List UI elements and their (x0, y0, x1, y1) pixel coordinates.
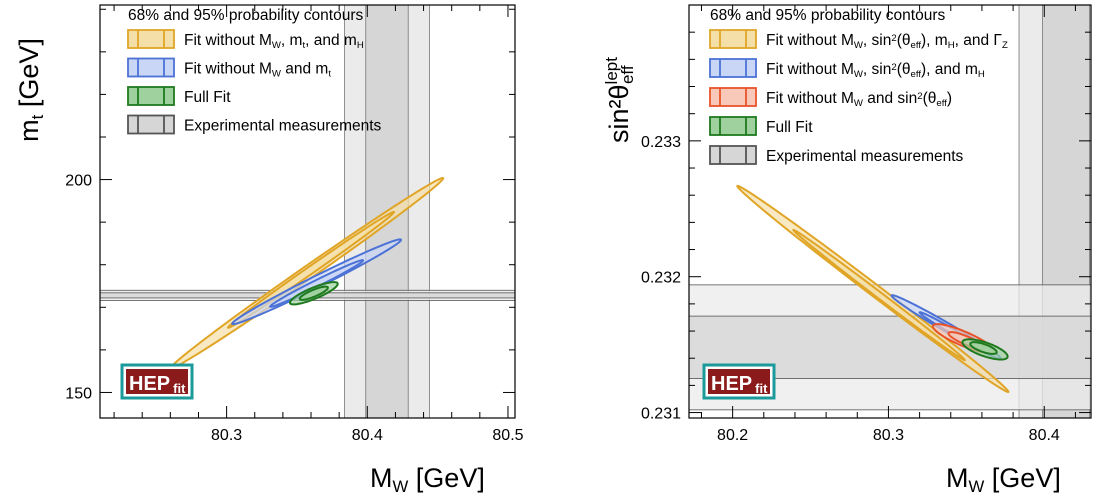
legend-swatch (709, 145, 757, 165)
legend-item-green: Full Fit (127, 86, 231, 106)
legend-item-grey: Experimental measurements (127, 114, 382, 135)
plot-area (689, 5, 1091, 418)
logo-text: HEP fit (711, 373, 768, 396)
x-tick-label: 80.5 (492, 427, 523, 444)
contour-yellow-68 (792, 228, 967, 362)
x-axis-label: MW [GeV] (370, 463, 485, 496)
legend-swatch (709, 58, 757, 78)
legend-label: Full Fit (766, 119, 813, 136)
x-tick-label: 80.4 (352, 427, 383, 444)
logo-text: HEP fit (129, 373, 186, 396)
hepfit-logo: HEP fit (120, 363, 194, 400)
y-axis-label-group: sin²θlepteff (602, 57, 637, 143)
legend-item-grey: Experimental measurements (709, 145, 964, 165)
x-tick-label: 80.4 (1029, 427, 1060, 444)
hepfit-logo: HEP fit (702, 363, 776, 400)
legend-item-yellow: Fit without MW, mt, and mH (127, 29, 364, 51)
y-axis-label: sin²θlepteff (602, 57, 637, 143)
legend-label: Full Fit (184, 89, 231, 106)
y-axis-label: mt [GeV] (14, 38, 47, 142)
legend-swatch (709, 87, 757, 107)
y-axis-label-group: mt [GeV] (14, 38, 47, 142)
legend-item-red: Fit without MW and sin2(θeff) (709, 87, 952, 109)
legend-item-green: Full Fit (709, 116, 813, 136)
chart-panel-2: 80.2 80.3 80.4 0.231 0.232 0.233 MW [GeV] sin²θ… (602, 4, 1092, 496)
chart-panel-1: 80.3 80.4 80.5 150 200 MW [GeV] mt [GeV] 68% an… (14, 4, 524, 496)
legend-swatch (127, 86, 175, 106)
contour-green-68 (969, 341, 998, 355)
y-tick-label: 0.231 (641, 406, 681, 423)
y-tick-label: 150 (65, 385, 92, 402)
legend-label: Fit without MW and sin2(θeff) (766, 90, 952, 109)
plot-frame (688, 4, 1092, 419)
y-tick-label: 0.232 (641, 270, 681, 287)
legend-header: 68% and 95% probability contours (128, 7, 363, 24)
plot-area (100, 5, 515, 418)
logo-background (126, 369, 188, 394)
contour-green-68 (298, 285, 329, 301)
legend-swatch (127, 57, 175, 78)
legend-swatch (709, 29, 757, 49)
y-tick-label: 200 (65, 173, 92, 190)
x-tick-label: 80.3 (211, 427, 242, 444)
x-tick-label: 80.2 (717, 427, 748, 444)
x-axis-label: MW [GeV] (946, 463, 1061, 496)
legend-item-blue: Fit without MW, sin2(θeff), and mH (709, 58, 985, 80)
legend-item-yellow: Fit without MW, sin2(θeff), mH, and ΓZ (709, 29, 1008, 51)
legend-label: Experimental measurements (184, 118, 382, 135)
legend-header: 68% and 95% probability contours (710, 7, 945, 24)
legend-label: Fit without MW, mt, and mH (184, 32, 364, 51)
legend-label: Experimental measurements (766, 148, 964, 165)
legend-label: Fit without MW, sin2(θeff), and mH (766, 61, 985, 80)
x-tick-label: 80.3 (873, 427, 904, 444)
legend-label: Fit without MW, sin2(θeff), mH, and ΓZ (766, 32, 1008, 51)
logo-background (708, 369, 770, 394)
plot-frame (99, 4, 516, 419)
legend-swatch (127, 29, 175, 49)
y-tick-label: 0.233 (641, 134, 681, 151)
contour-blue-68 (269, 259, 365, 308)
legend-swatch (709, 116, 757, 136)
legend-item-blue: Fit without MW and mt (127, 57, 331, 80)
legend-swatch (127, 114, 175, 135)
legend-label: Fit without MW and mt (184, 61, 331, 80)
